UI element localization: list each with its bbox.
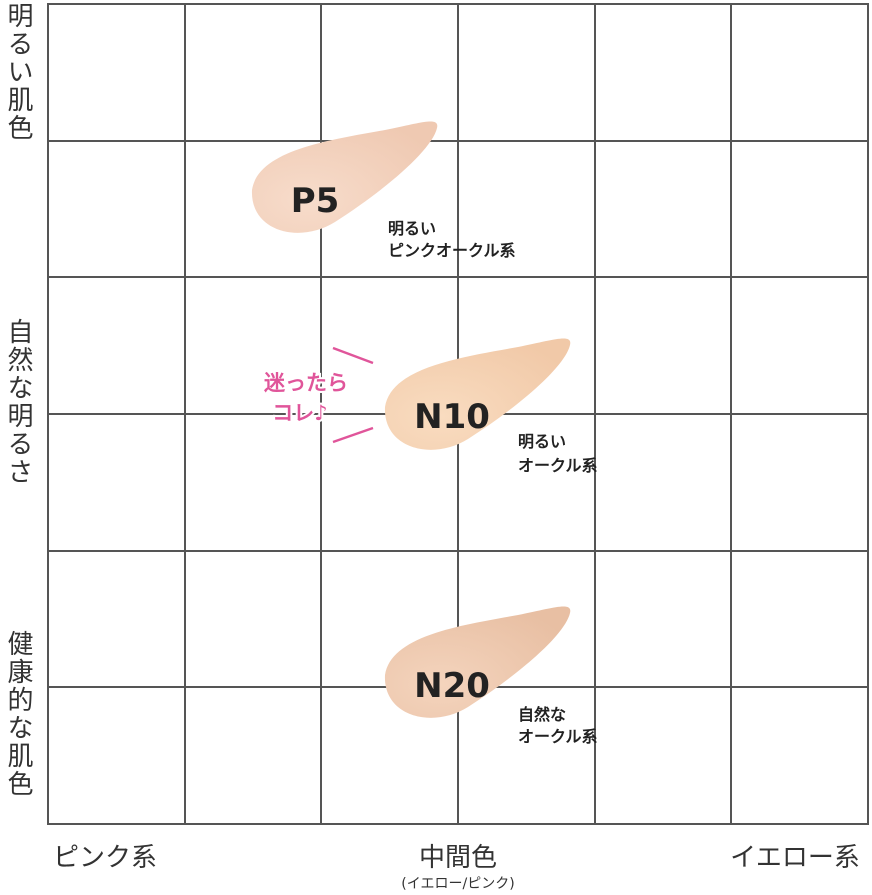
swatch-desc: オークル系 <box>518 727 598 746</box>
axis-label: ピンク系 <box>53 843 157 873</box>
swatch-desc: 自然な <box>518 705 566 724</box>
axis-label: 自然な明るさ <box>3 318 33 486</box>
callout-text: コレ♪ <box>272 401 327 425</box>
swatch-name: P5 <box>291 181 340 221</box>
swatch: P5 明るい ピンクオークル系 <box>251 121 516 260</box>
swatch-desc: 明るい <box>388 219 436 238</box>
axis-label: 明るい肌色 <box>3 2 33 142</box>
axis-label: 中間色 <box>419 843 497 873</box>
swatch-desc: 明るい <box>518 432 566 451</box>
callout-text: 迷ったら <box>263 371 348 395</box>
swatch-desc: ピンクオークル系 <box>388 241 516 260</box>
callout: 迷ったら コレ♪ <box>261 346 374 444</box>
swatch: N20 自然な オークル系 <box>384 606 598 746</box>
swatch-name: N10 <box>414 397 490 437</box>
axis-label: 健康的な肌色 <box>3 630 33 798</box>
swatch: N10 明るい オークル系 <box>384 338 598 475</box>
swatch-desc: オークル系 <box>518 456 598 475</box>
axis-sublabel: (イエロー/ピンク) <box>401 876 515 892</box>
axis-label: イエロー系 <box>730 843 860 873</box>
swatch-name: N20 <box>414 666 490 706</box>
